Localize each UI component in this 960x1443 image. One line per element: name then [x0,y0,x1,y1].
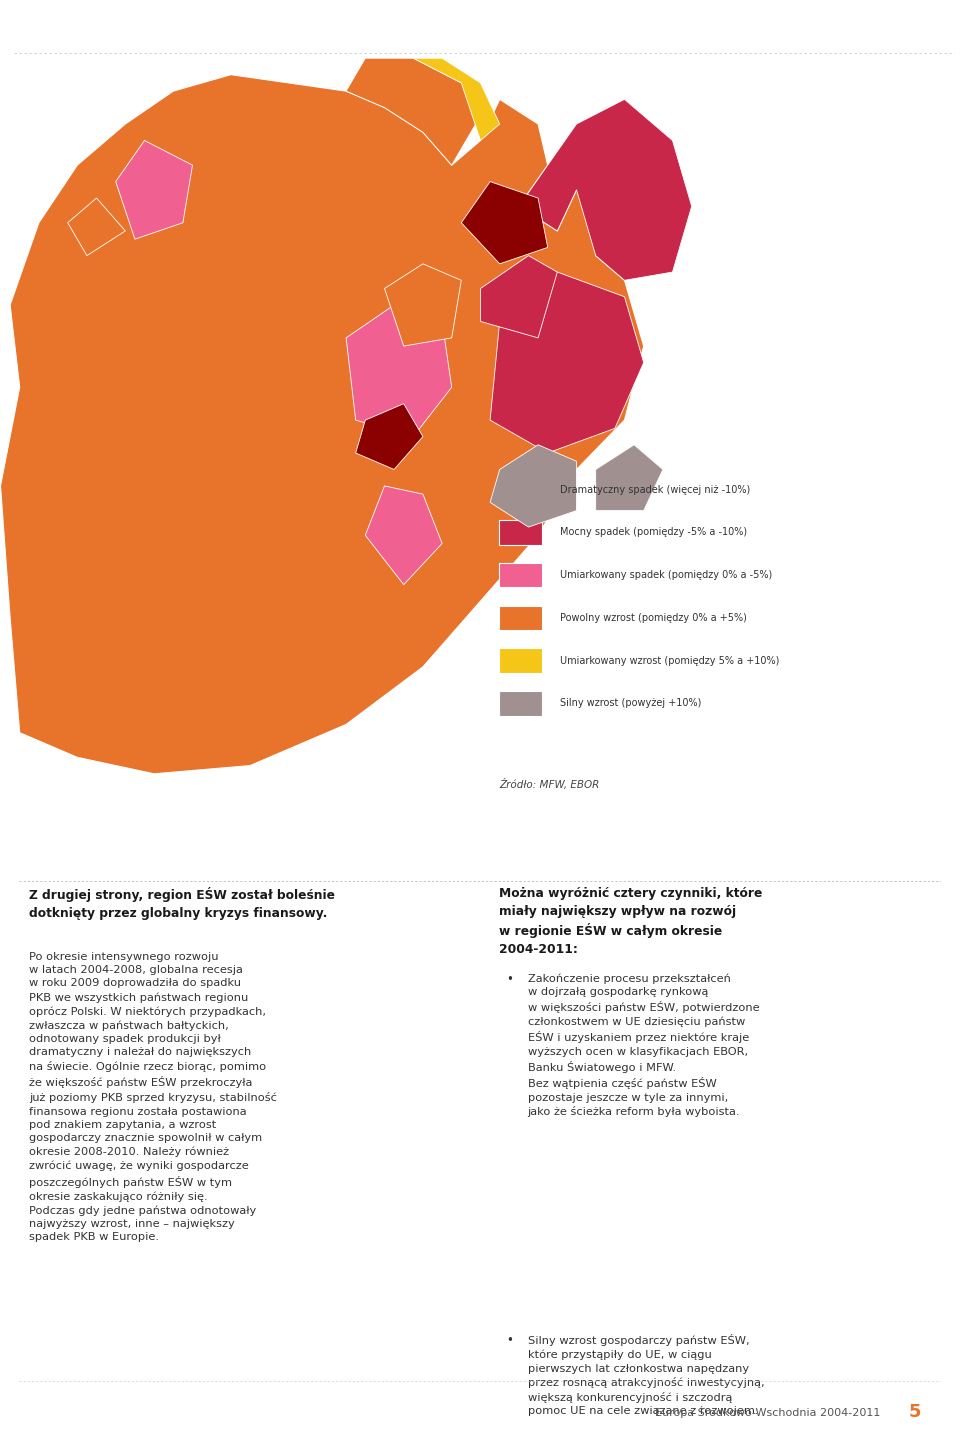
Text: Europa Środkowo-Wschodnia 2004-2011: Europa Środkowo-Wschodnia 2004-2011 [655,1407,880,1418]
Text: Źródło: MFW, EBOR: Źródło: MFW, EBOR [499,779,600,791]
Text: Powolny wzrost (pomiędzy 0% a +5%): Powolny wzrost (pomiędzy 0% a +5%) [560,613,747,623]
FancyBboxPatch shape [499,563,542,587]
Text: Dramatyczny spadek (więcej niż -10%): Dramatyczny spadek (więcej niż -10%) [560,485,750,495]
Text: Zakończenie procesu przekształceń
w dojrzałą gospodarkę rynkową
w większości pań: Zakończenie procesu przekształceń w dojr… [528,973,759,1117]
Text: Silny wzrost gospodarczy państw EŚW,
które przystąpiły do UE, w ciągu
pierwszych: Silny wzrost gospodarczy państw EŚW, któ… [528,1335,764,1417]
Text: Z drugiej strony, region EŚW został boleśnie
dotknięty przez globalny kryzys fin: Z drugiej strony, region EŚW został bole… [29,887,335,921]
Text: Silny wzrost (powyżej +10%): Silny wzrost (powyżej +10%) [560,698,701,709]
Text: Po okresie intensywnego rozwoju
w latach 2004-2008, globalna recesja
w roku 2009: Po okresie intensywnego rozwoju w latach… [29,952,276,1242]
FancyBboxPatch shape [499,606,542,631]
FancyBboxPatch shape [499,519,542,544]
Text: 5: 5 [908,1403,921,1421]
Text: Mocny spadek (pomiędzy -5% a -10%): Mocny spadek (pomiędzy -5% a -10%) [560,527,747,537]
FancyBboxPatch shape [499,648,542,672]
Text: Umiarkowany spadek (pomiędzy 0% a -5%): Umiarkowany spadek (pomiędzy 0% a -5%) [560,570,772,580]
Text: •: • [506,1335,513,1348]
FancyBboxPatch shape [499,691,542,716]
Text: Można wyróżnić cztery czynniki, które
miały największy wpływ na rozwój
w regioni: Można wyróżnić cztery czynniki, które mi… [499,887,762,955]
Text: •: • [506,973,513,986]
FancyBboxPatch shape [499,478,542,502]
Text: Umiarkowany wzrost (pomiędzy 5% a +10%): Umiarkowany wzrost (pomiędzy 5% a +10%) [560,655,780,665]
